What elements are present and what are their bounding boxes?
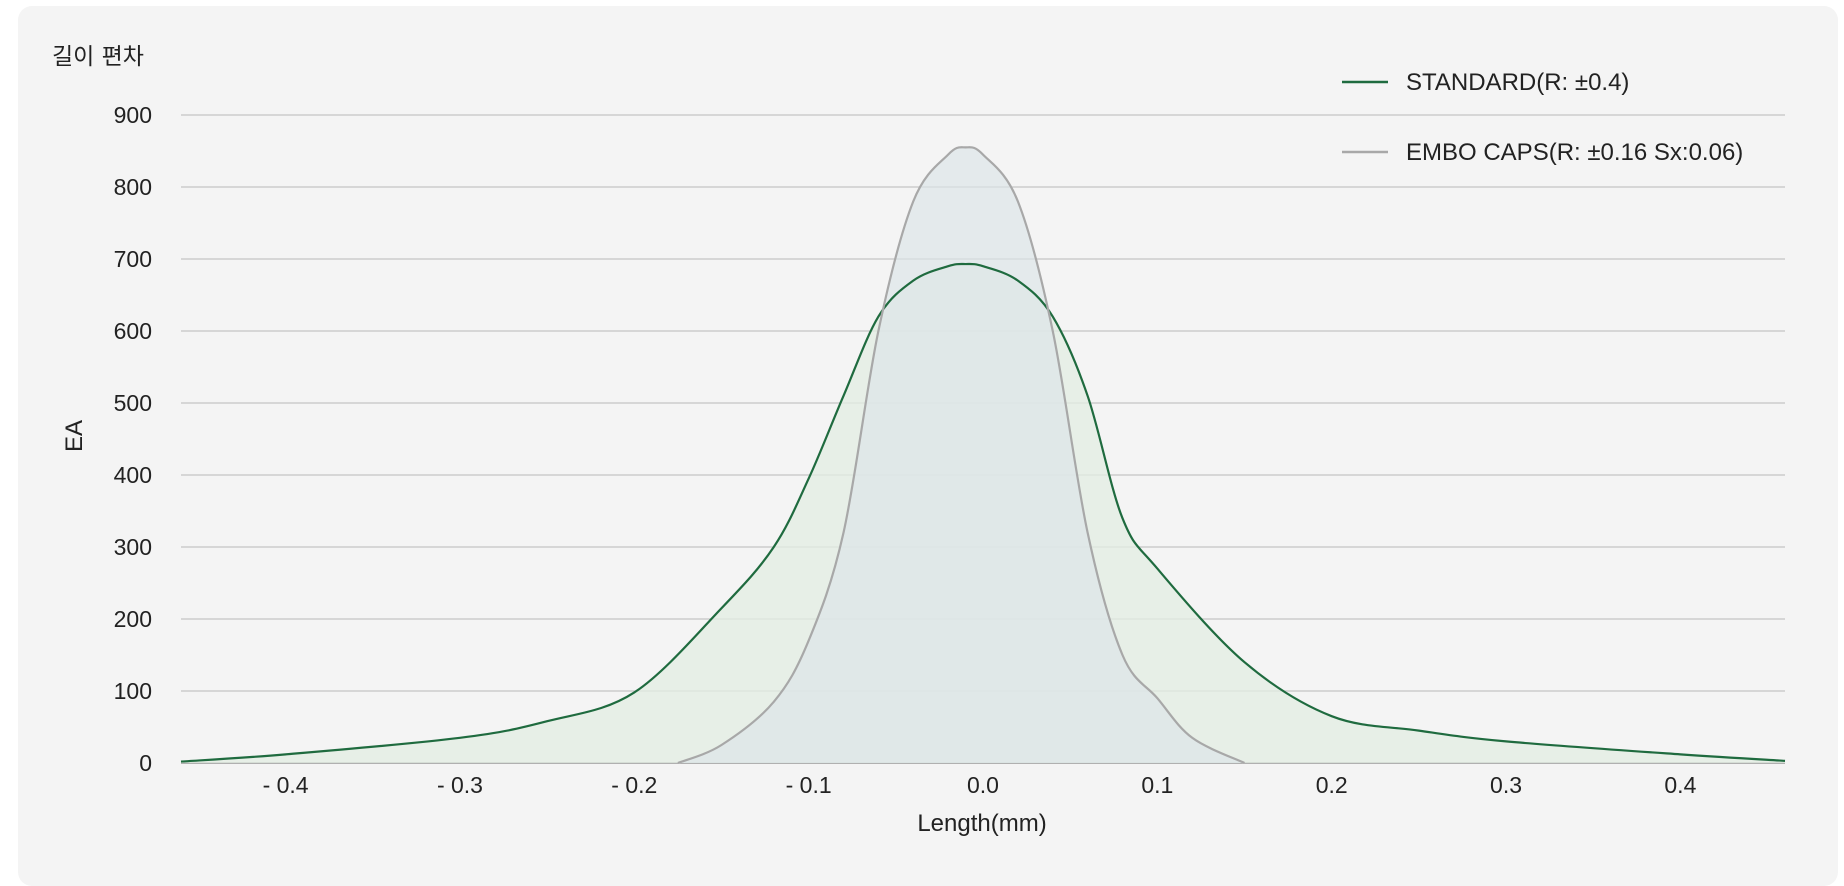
y-tick-label: 900: [114, 102, 152, 128]
x-tick-label: - 0.2: [611, 772, 657, 798]
series-areas: [181, 147, 1785, 763]
x-tick-labels: - 0.4 - 0.3 - 0.2 - 0.1 0.0 0.1 0.2 0.3 0.4: [263, 772, 1697, 798]
y-axis-title: EA: [61, 420, 88, 452]
x-axis-title: Length(mm): [917, 810, 1046, 837]
x-tick-label: - 0.1: [786, 772, 832, 798]
x-tick-label: - 0.4: [263, 772, 309, 798]
y-tick-label: 100: [114, 678, 152, 704]
y-tick-labels: 0 100 200 300 400 500 600 700 800 900: [114, 102, 152, 776]
y-tick-label: 800: [114, 174, 152, 200]
y-tick-label: 500: [114, 390, 152, 416]
y-tick-label: 200: [114, 606, 152, 632]
y-tick-label: 600: [114, 318, 152, 344]
x-tick-label: 0.4: [1664, 772, 1696, 798]
legend: STANDARD(R: ±0.4) EMBO CAPS(R: ±0.16 Sx:…: [1342, 69, 1743, 166]
series-embo-caps-line: [677, 146, 1245, 765]
series-standard-line: [180, 262, 1786, 763]
series-lines: [180, 146, 1786, 765]
x-tick-label: 0.3: [1490, 772, 1522, 798]
y-tick-label: 400: [114, 462, 152, 488]
y-tick-label: 300: [114, 534, 152, 560]
y-tick-label: 700: [114, 246, 152, 272]
y-tick-label: 0: [139, 750, 152, 776]
x-tick-label: - 0.3: [437, 772, 483, 798]
x-tick-label: 0.0: [967, 772, 999, 798]
legend-label-embo-caps: EMBO CAPS(R: ±0.16 Sx:0.06): [1406, 139, 1743, 166]
series-embo-caps-area: [677, 147, 1245, 763]
x-tick-label: 0.2: [1316, 772, 1348, 798]
chart-title: 길이 편차: [52, 44, 144, 70]
x-tick-label: 0.1: [1141, 772, 1173, 798]
legend-label-standard: STANDARD(R: ±0.4): [1406, 69, 1629, 96]
